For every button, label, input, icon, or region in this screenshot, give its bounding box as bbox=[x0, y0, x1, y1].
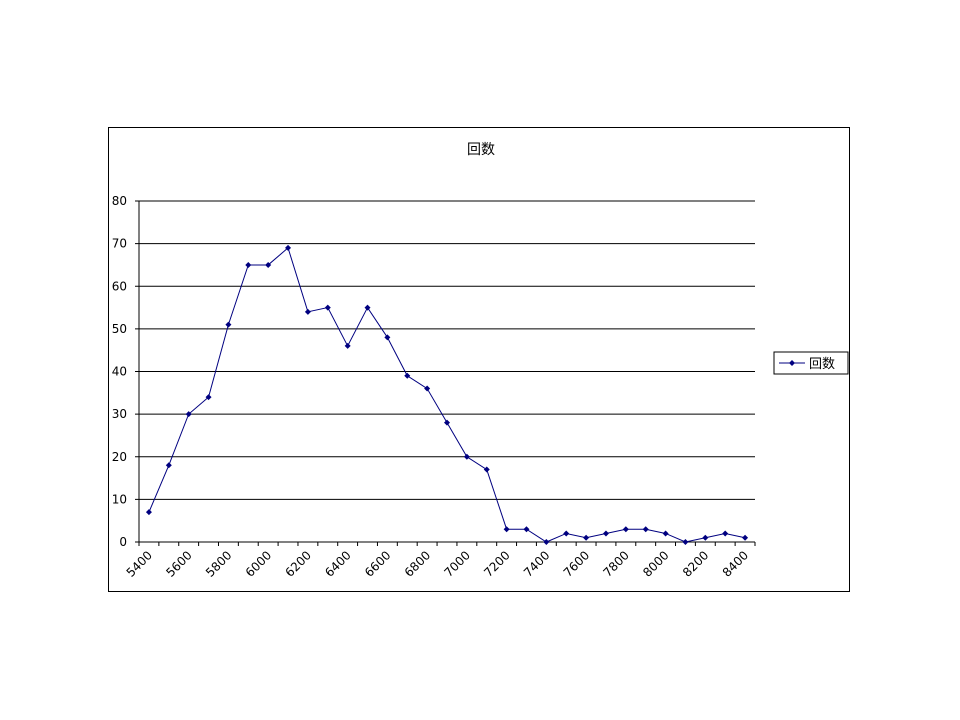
chart-frame: 回数 0 10 20 30 40 50 60 70 80 5400 5600 5800 6000 6200… bbox=[108, 127, 850, 592]
data-point bbox=[384, 334, 391, 341]
data-point bbox=[424, 385, 431, 392]
legend-box bbox=[773, 351, 849, 375]
grid-layer bbox=[139, 200, 755, 543]
legend: 回数 bbox=[773, 351, 849, 375]
x-tick-label: 7200 bbox=[481, 548, 512, 579]
data-point bbox=[344, 342, 351, 349]
x-tick-label: 8200 bbox=[680, 548, 711, 579]
legend-marker-sample bbox=[789, 360, 795, 366]
data-point bbox=[722, 530, 729, 537]
x-tick-label: 8400 bbox=[720, 548, 751, 579]
y-tick-label: 30 bbox=[112, 407, 127, 421]
y-tick-label: 20 bbox=[112, 450, 127, 464]
x-tick-label: 8000 bbox=[640, 548, 671, 579]
y-tick-label: 70 bbox=[112, 237, 127, 251]
series-layer bbox=[145, 244, 749, 545]
x-tick-label: 7800 bbox=[600, 548, 631, 579]
data-point bbox=[304, 308, 311, 315]
data-point bbox=[165, 462, 172, 469]
y-tick-label: 60 bbox=[112, 279, 127, 293]
line-chart: 回数 0 10 20 30 40 50 60 70 80 5400 5600 5800 6000 6200… bbox=[112, 142, 849, 580]
data-point bbox=[225, 321, 232, 328]
x-tick-label: 7600 bbox=[561, 548, 592, 579]
data-point bbox=[503, 526, 510, 533]
data-point bbox=[463, 453, 470, 460]
data-point bbox=[324, 304, 331, 311]
x-tick-label: 6800 bbox=[402, 548, 433, 579]
y-tick-label: 10 bbox=[112, 492, 127, 506]
y-tick-label: 80 bbox=[112, 194, 127, 208]
data-point bbox=[682, 539, 689, 545]
series-line bbox=[148, 247, 746, 543]
data-point bbox=[662, 530, 669, 537]
x-tick-label: 6200 bbox=[283, 548, 314, 579]
data-point bbox=[185, 411, 192, 418]
data-point bbox=[245, 261, 252, 268]
x-tick-label: 6400 bbox=[322, 548, 353, 579]
x-tick-label: 5600 bbox=[163, 548, 194, 579]
x-tick-label: 6000 bbox=[243, 548, 274, 579]
x-tick-label: 5800 bbox=[203, 548, 234, 579]
data-point bbox=[543, 539, 550, 545]
data-point bbox=[602, 530, 609, 537]
data-point bbox=[622, 526, 629, 533]
x-tick-label: 6600 bbox=[362, 548, 393, 579]
chart-title: 回数 bbox=[467, 142, 495, 158]
data-point bbox=[205, 394, 212, 401]
axis-layer: 0 10 20 30 40 50 60 70 80 5400 5600 5800 6000 6200 640… bbox=[112, 194, 756, 580]
data-point bbox=[285, 244, 292, 251]
data-point bbox=[702, 534, 709, 541]
data-point bbox=[404, 372, 411, 379]
legend-label: 回数 bbox=[809, 357, 835, 372]
data-point bbox=[642, 526, 649, 533]
data-point bbox=[742, 534, 749, 541]
data-point bbox=[444, 419, 450, 426]
data-point bbox=[583, 534, 590, 541]
x-tick-label: 7000 bbox=[441, 548, 472, 579]
data-point bbox=[563, 530, 570, 537]
y-tick-label: 40 bbox=[112, 365, 127, 379]
data-point bbox=[364, 304, 371, 311]
data-point bbox=[523, 526, 530, 533]
y-tick-label: 0 bbox=[119, 535, 127, 549]
x-tick-label: 7400 bbox=[521, 548, 552, 579]
y-tick-label: 50 bbox=[112, 322, 127, 336]
data-point bbox=[265, 261, 272, 268]
data-point bbox=[145, 509, 152, 516]
data-point bbox=[483, 466, 490, 473]
x-tick-label: 5400 bbox=[124, 548, 155, 579]
